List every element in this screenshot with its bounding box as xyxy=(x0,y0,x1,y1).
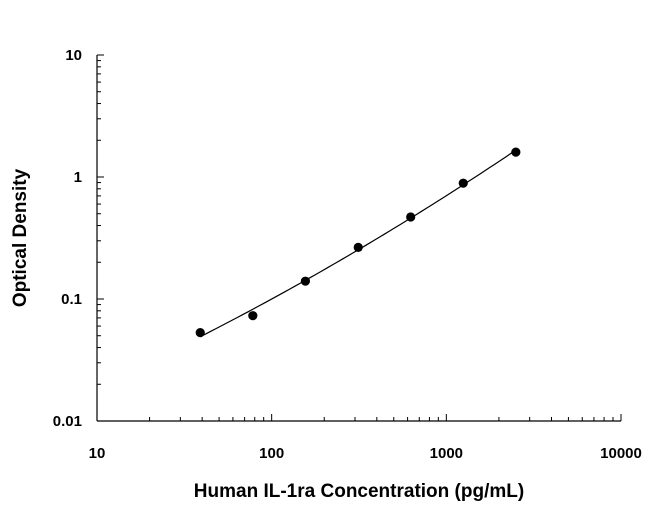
y-tick-label: 10 xyxy=(65,47,82,64)
x-tick-label: 1000 xyxy=(430,445,463,462)
x-axis-title: Human IL-1ra Concentration (pg/mL) xyxy=(194,481,524,502)
y-tick-label: 0.01 xyxy=(53,413,82,430)
y-tick-label: 1 xyxy=(74,169,82,186)
data-point xyxy=(353,242,363,252)
data-point xyxy=(511,147,521,157)
data-point xyxy=(248,311,258,321)
data-point xyxy=(300,276,310,286)
x-tick-label: 100 xyxy=(259,445,284,462)
axes: 10 100 1000 10000 0.01 0.1 1 10 xyxy=(53,47,642,462)
data-point xyxy=(458,178,468,188)
data-point xyxy=(406,212,416,222)
y-tick-label: 0.1 xyxy=(61,291,82,308)
data-points-layer xyxy=(195,147,521,338)
y-axis-title: Optical Density xyxy=(10,168,31,307)
x-tick-label: 10 xyxy=(89,445,106,462)
data-point xyxy=(195,328,205,338)
x-tick-label: 10000 xyxy=(600,445,642,462)
